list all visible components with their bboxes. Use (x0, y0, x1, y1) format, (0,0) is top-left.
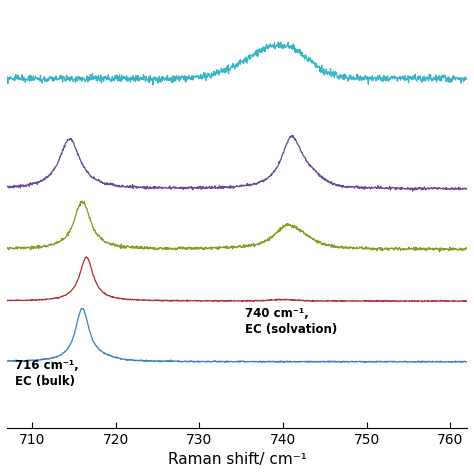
X-axis label: Raman shift/ cm⁻¹: Raman shift/ cm⁻¹ (168, 452, 306, 467)
Text: 716 cm⁻¹,
EC (bulk): 716 cm⁻¹, EC (bulk) (15, 359, 79, 388)
Text: 740 cm⁻¹,
EC (solvation): 740 cm⁻¹, EC (solvation) (246, 308, 337, 337)
